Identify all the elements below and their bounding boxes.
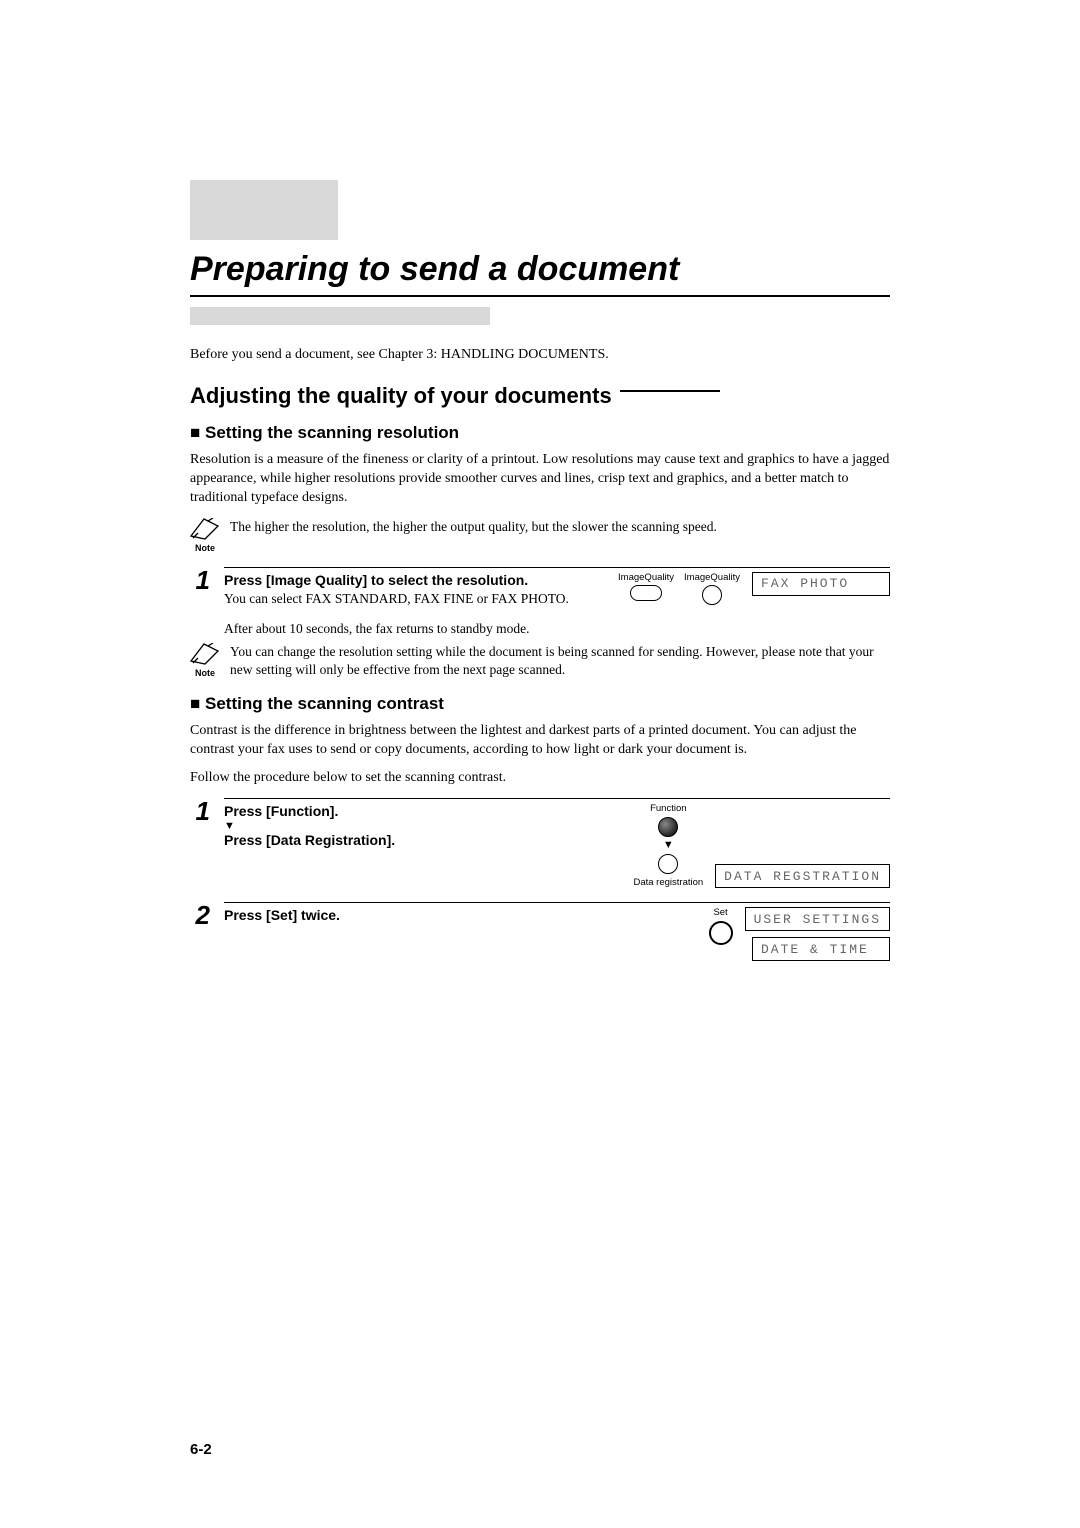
note-label: Note	[190, 543, 220, 553]
section-heading-rule	[620, 390, 720, 392]
lcd-display-usersettings: USER SETTINGS	[745, 907, 890, 931]
press-set-instr: Press [Set] twice.	[224, 907, 693, 923]
step1-detail: You can select FAX STANDARD, FAX FINE or…	[224, 590, 602, 608]
round-button-icon	[702, 585, 722, 605]
function-button-icon	[658, 817, 678, 837]
contrast-follow: Follow the procedure below to set the sc…	[190, 769, 890, 788]
note-text-2: You can change the resolution setting wh…	[230, 643, 890, 679]
note-text-1: The higher the resolution, the higher th…	[230, 518, 717, 536]
section-heading: Adjusting the quality of your documents	[190, 383, 890, 409]
step-2-contrast: 2 Press [Set] twice. Set USER SETTINGS D…	[190, 902, 890, 961]
note-label: Note	[190, 668, 220, 678]
down-arrow-icon: ▼	[663, 840, 674, 851]
lcd-display-datareg: DATA REGSTRATION	[715, 864, 890, 888]
note-icon: Note	[190, 518, 220, 553]
document-page: Preparing to send a document Before you …	[0, 0, 1080, 1528]
standby-text: After about 10 seconds, the fax returns …	[224, 621, 890, 637]
step1-instruction: Press [Image Quality] to select the reso…	[224, 572, 602, 588]
step-number: 1	[190, 567, 210, 593]
resolution-body: Resolution is a measure of the fineness …	[190, 451, 890, 508]
step-1-contrast: 1 Press [Function]. ▼ Press [Data Regist…	[190, 798, 890, 888]
lcd-display-datetime: DATE & TIME	[752, 937, 890, 961]
oval-button-icon	[630, 585, 662, 601]
datareg-label: Data registration	[633, 877, 703, 888]
set-button-icon	[709, 921, 733, 945]
set-label: Set	[713, 907, 727, 918]
imgquality-label-a: ImageQuality	[618, 572, 674, 583]
intro-text: Before you send a document, see Chapter …	[190, 347, 890, 363]
section-heading-text: Adjusting the quality of your documents	[190, 383, 612, 408]
image-quality-buttons: ImageQuality ImageQuality	[618, 572, 740, 605]
function-buttons-col: Function ▼ Data registration	[633, 803, 703, 888]
subheading-resolution: Setting the scanning resolution	[190, 423, 890, 443]
datareg-button-icon	[658, 854, 678, 874]
lcd-display-faxphoto: FAX PHOTO	[752, 572, 890, 596]
function-label: Function	[650, 803, 686, 814]
subheading-contrast: Setting the scanning contrast	[190, 694, 890, 714]
set-button-col: Set	[709, 907, 733, 945]
note-block-2: Note You can change the resolution setti…	[190, 643, 890, 679]
press-datareg-instr: Press [Data Registration].	[224, 832, 617, 848]
contrast-body: Contrast is the difference in brightness…	[190, 722, 890, 760]
title-rule	[190, 295, 890, 297]
page-number: 6-2	[190, 1441, 212, 1458]
step-number: 1	[190, 798, 210, 824]
press-function-instr: Press [Function].	[224, 803, 617, 819]
note-icon: Note	[190, 643, 220, 678]
sub-tab-block	[190, 307, 490, 325]
imgquality-label-b: ImageQuality	[684, 572, 740, 583]
note-block-1: Note The higher the resolution, the high…	[190, 518, 890, 553]
step-1-resolution: 1 Press [Image Quality] to select the re…	[190, 567, 890, 608]
chapter-title: Preparing to send a document	[190, 250, 890, 289]
step-number: 2	[190, 902, 210, 928]
chapter-tab-block	[190, 180, 338, 240]
